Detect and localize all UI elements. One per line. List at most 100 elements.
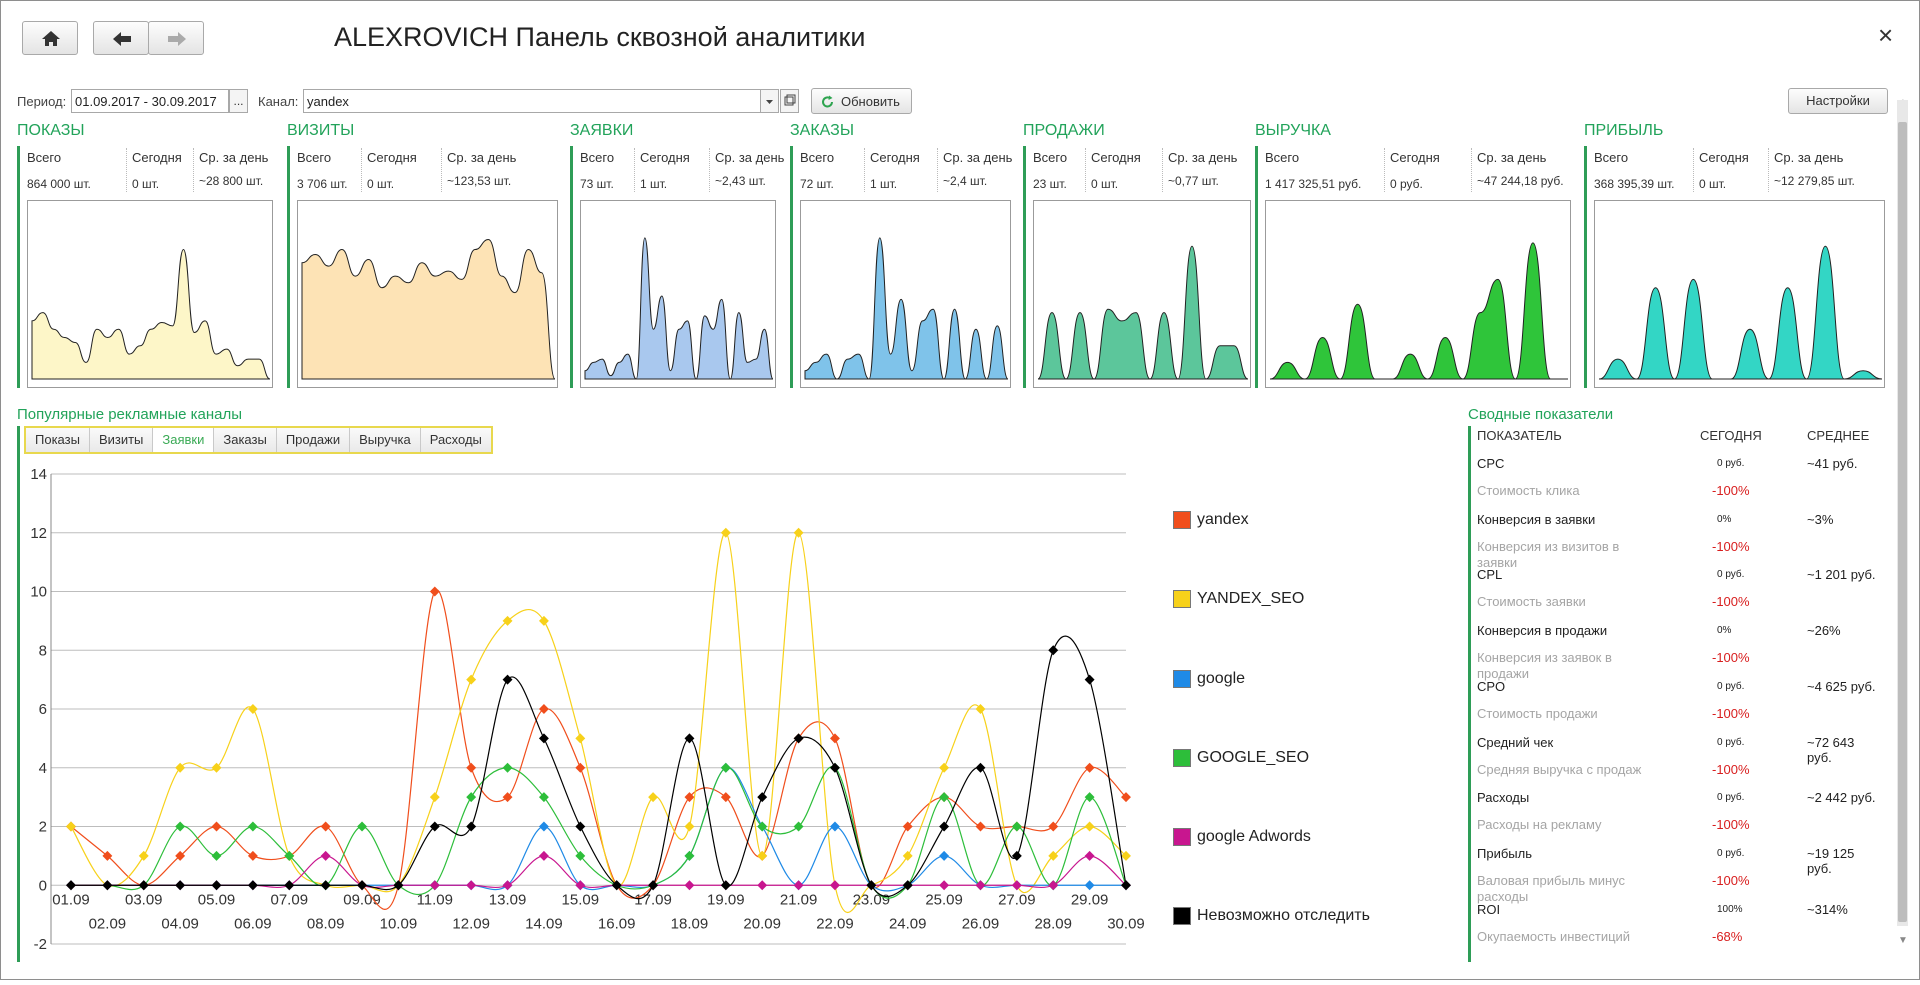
summary-title: Сводные показатели bbox=[1468, 406, 1614, 423]
kpi-total-label: Всего bbox=[1033, 150, 1068, 165]
period-select-button[interactable]: ... bbox=[229, 89, 248, 113]
data-point bbox=[320, 850, 331, 861]
summary-col-today: СЕГОДНЯ bbox=[1700, 428, 1762, 443]
summary-today: 0 руб. bbox=[1717, 736, 1745, 748]
summary-row: Прибыль 0 руб. ~19 125 руб. Валовая прибыль… bbox=[1477, 846, 1877, 904]
kpi-total-value: 73 шт. bbox=[580, 177, 614, 191]
close-icon[interactable]: × bbox=[1878, 20, 1894, 50]
kpi-divider bbox=[1693, 148, 1694, 192]
tab-prodazhi[interactable]: Продажи bbox=[276, 428, 351, 452]
series-line bbox=[71, 766, 1127, 899]
data-point bbox=[538, 821, 549, 832]
y-tick-label: 14 bbox=[30, 466, 47, 483]
legend-item: yandex bbox=[1173, 511, 1249, 529]
y-tick-label: 12 bbox=[30, 525, 47, 542]
kpi-divider bbox=[709, 148, 710, 192]
kpi-avg-value: ~28 800 шт. bbox=[199, 174, 264, 188]
channels-line-chart: -2 0 2 4 6 8 10 12 14 01.09 02.09 03.09 04.09 05.09 06… bbox=[30, 466, 1144, 953]
summary-name: CPC bbox=[1477, 456, 1505, 471]
mini-chart-area-path bbox=[804, 237, 1009, 380]
kpi-total-value: 72 шт. bbox=[800, 177, 834, 191]
refresh-button[interactable]: Обновить bbox=[811, 88, 912, 114]
back-button[interactable] bbox=[93, 21, 149, 55]
kpi-divider bbox=[126, 148, 127, 192]
scroll-down-icon[interactable]: ▼ bbox=[1898, 935, 1908, 946]
x-tick-label: 12.09 bbox=[452, 915, 490, 932]
data-point bbox=[66, 880, 76, 891]
summary-name: CPO bbox=[1477, 678, 1506, 694]
data-point bbox=[247, 880, 258, 891]
data-point bbox=[1048, 880, 1059, 891]
summary-today: 0 руб. bbox=[1717, 569, 1745, 581]
x-tick-label: 03.09 bbox=[125, 891, 163, 908]
vertical-scrollbar[interactable] bbox=[1897, 100, 1908, 926]
tab-rashody[interactable]: Расходы bbox=[420, 428, 491, 452]
summary-avg: ~26% bbox=[1807, 623, 1841, 639]
data-point bbox=[138, 850, 149, 861]
arrow-left-icon bbox=[113, 32, 131, 46]
channel-input[interactable]: yandex bbox=[303, 89, 761, 113]
kpi-today-value: 0 шт. bbox=[1699, 177, 1727, 191]
tab-vyruchka[interactable]: Выручка bbox=[350, 428, 421, 452]
channel-dropdown-button[interactable] bbox=[760, 89, 779, 113]
data-point bbox=[648, 792, 659, 803]
data-point bbox=[1084, 880, 1095, 891]
x-tick-label: 13.09 bbox=[489, 891, 527, 908]
settings-button[interactable]: Настройки bbox=[1788, 88, 1888, 114]
channel-open-button[interactable] bbox=[780, 89, 799, 113]
x-tick-label: 29.09 bbox=[1071, 891, 1109, 908]
data-point bbox=[357, 880, 367, 891]
panel-title-vizity: ВИЗИТЫ bbox=[287, 122, 355, 139]
x-tick-label: 01.09 bbox=[52, 891, 90, 908]
data-point bbox=[357, 821, 367, 832]
kpi-avg-label: Ср. за день bbox=[1168, 150, 1238, 165]
legend-item: Невозможно отследить bbox=[1173, 907, 1370, 925]
summary-today: 0 руб. bbox=[1717, 847, 1745, 859]
data-point bbox=[1084, 850, 1095, 861]
data-point bbox=[1084, 762, 1095, 773]
mini-chart-vizity bbox=[297, 200, 558, 388]
summary-today: 0 руб. bbox=[1717, 680, 1745, 692]
data-point bbox=[757, 792, 768, 803]
x-tick-label: 16.09 bbox=[598, 915, 636, 932]
panel-title-vyruchka: ВЫРУЧКА bbox=[1255, 122, 1331, 139]
x-tick-label: 17.09 bbox=[634, 891, 672, 908]
legend-label: YANDEX_SEO bbox=[1197, 590, 1305, 607]
tab-vizity[interactable]: Визиты bbox=[89, 428, 154, 452]
data-point bbox=[538, 704, 549, 714]
tab-zayavki[interactable]: Заявки bbox=[153, 428, 215, 452]
channels-title: Популярные рекламные каналы bbox=[17, 406, 242, 423]
legend-swatch bbox=[1173, 907, 1191, 925]
mini-chart-area-path bbox=[1269, 242, 1568, 380]
tab-zakazy[interactable]: Заказы bbox=[214, 428, 277, 452]
x-tick-label: 23.09 bbox=[853, 891, 891, 908]
series-line bbox=[70, 532, 1127, 914]
panel-bar-zakazy bbox=[790, 146, 793, 388]
mini-chart-pribyl bbox=[1594, 200, 1885, 388]
data-point bbox=[466, 821, 477, 832]
data-point bbox=[902, 880, 913, 891]
mini-chart-area-path bbox=[31, 249, 271, 380]
summary-name: CPL bbox=[1477, 567, 1503, 583]
forward-button[interactable] bbox=[148, 21, 204, 55]
kpi-total-value: 368 395,39 шт. bbox=[1594, 177, 1675, 191]
panel-bar-pribyl bbox=[1584, 146, 1587, 388]
data-point bbox=[502, 880, 513, 891]
summary-today: 100% bbox=[1717, 903, 1743, 915]
data-point bbox=[648, 880, 659, 891]
panel-title-zayavki: ЗАЯВКИ bbox=[570, 122, 634, 139]
tab-pokazy[interactable]: Показы bbox=[26, 428, 90, 452]
period-input[interactable]: 01.09.2017 - 30.09.2017 bbox=[71, 89, 229, 113]
data-point bbox=[502, 792, 513, 803]
kpi-divider bbox=[1162, 148, 1163, 192]
kpi-today-value: 1 шт. bbox=[640, 177, 668, 191]
kpi-avg-value: ~2,43 шт. bbox=[715, 174, 766, 188]
kpi-divider bbox=[1768, 148, 1769, 192]
scrollbar-thumb[interactable] bbox=[1898, 122, 1907, 922]
mini-chart-area bbox=[584, 237, 774, 380]
summary-row: CPL 0 руб. ~1 201 руб. Стоимость заявки -100… bbox=[1477, 567, 1877, 621]
data-point bbox=[793, 733, 804, 744]
x-tick-label: 26.09 bbox=[962, 915, 1000, 932]
home-button[interactable] bbox=[22, 21, 78, 55]
summary-row: ROI 100% ~314% Окупаемость инвестиций -68% bbox=[1477, 902, 1877, 956]
